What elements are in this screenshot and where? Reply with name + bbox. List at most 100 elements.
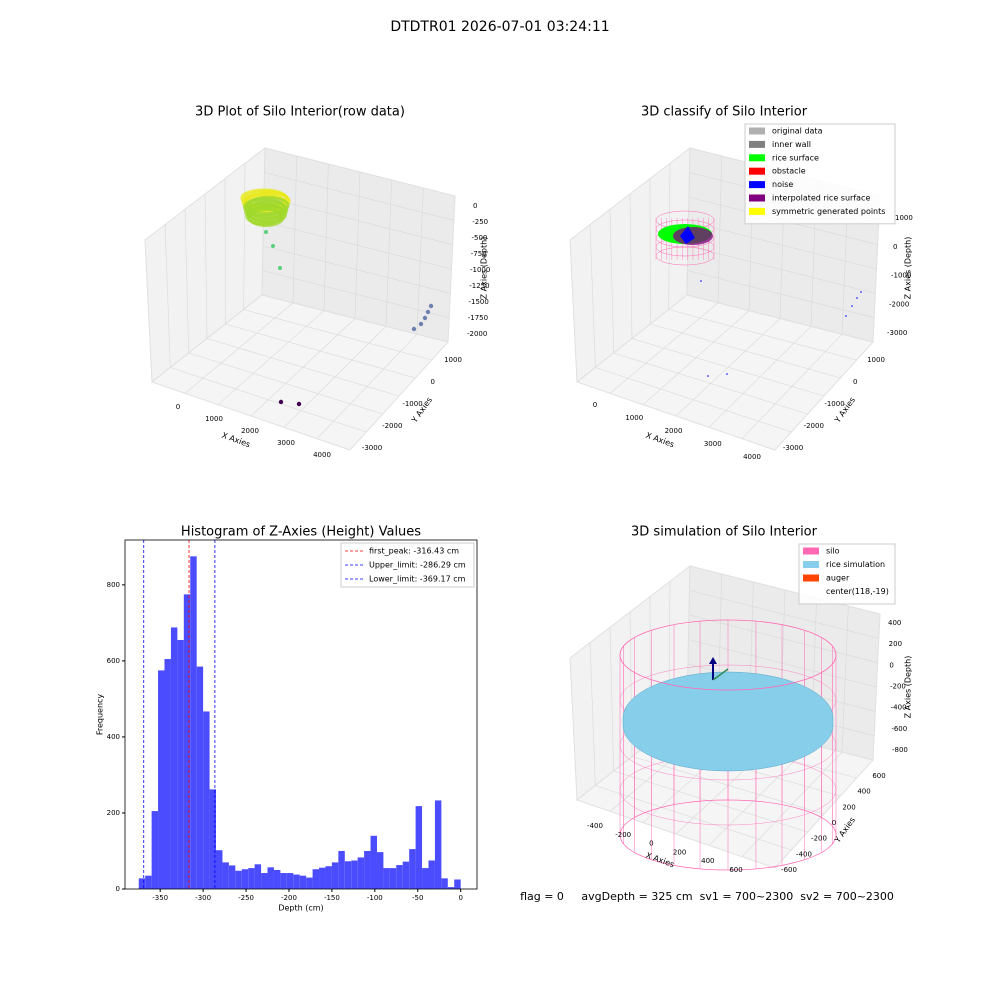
- legend-label: rice surface: [772, 153, 819, 162]
- legend-label: obstacle: [772, 167, 806, 176]
- z-axis-label: Z Axies (Depth): [904, 656, 913, 719]
- legend-box: [340, 542, 475, 588]
- bar: [138, 878, 146, 889]
- point: [418, 321, 424, 327]
- y-tick-label: 1000: [867, 356, 885, 364]
- bar: [235, 870, 242, 889]
- silo-top: [619, 619, 837, 691]
- x-tick-label: 3000: [704, 440, 722, 448]
- legend-label: Upper_limit: -286.29 cm: [369, 561, 466, 570]
- bar: [325, 866, 332, 889]
- bar: [312, 869, 320, 889]
- point: [700, 280, 702, 282]
- bar: [151, 811, 159, 889]
- y-tick-label: 200: [107, 809, 120, 817]
- legend-patch: [749, 140, 765, 148]
- bar: [183, 594, 191, 889]
- y-tick-label: 600: [872, 772, 885, 780]
- x-tick-label: 200: [673, 848, 686, 856]
- pane-grid: [609, 627, 614, 772]
- point: [278, 266, 282, 270]
- legend-patch: [749, 207, 765, 215]
- x-tick-label: 2000: [665, 427, 683, 435]
- bar: [196, 666, 204, 889]
- bar: [190, 556, 197, 889]
- bar: [299, 875, 307, 889]
- y-tick-label: 0: [431, 378, 435, 386]
- chart-title: 3D classify of Silo Interior: [641, 105, 808, 120]
- pane-grid: [687, 270, 875, 318]
- z-tick-label: -2000: [889, 300, 909, 308]
- y-tick-label: -1000: [402, 400, 422, 408]
- x-tick-label: -200: [615, 831, 631, 839]
- pane-grid: [262, 270, 450, 318]
- z-tick-label: 0: [889, 661, 893, 669]
- legend-patch: [749, 154, 765, 162]
- z-tick-label: -1000: [891, 272, 911, 280]
- point: [278, 399, 284, 405]
- legend-label: Lower_limit: -369.17 cm: [369, 575, 466, 584]
- z-tick-label: -1750: [468, 314, 488, 322]
- bar: [254, 864, 262, 889]
- y-tick-label: -200: [811, 835, 827, 843]
- z-tick-label: -400: [891, 704, 907, 712]
- legend-label: interpolated rice surface: [772, 194, 870, 203]
- bar: [267, 867, 274, 889]
- x-tick-label: -250: [238, 894, 254, 902]
- bar: [164, 658, 171, 889]
- bar: [357, 857, 365, 889]
- z-tick-label: -500: [472, 234, 488, 242]
- legend-label: noise: [772, 180, 793, 189]
- bar: [273, 869, 281, 889]
- y-tick-label: 0: [832, 819, 836, 827]
- pane-grid: [589, 224, 596, 368]
- x-tick-label: 0: [593, 401, 597, 409]
- point: [856, 297, 858, 299]
- z-tick-label: 200: [889, 640, 902, 648]
- bar: [306, 877, 313, 889]
- bar: [389, 868, 397, 889]
- legend-patch: [803, 561, 819, 568]
- bar: [434, 800, 442, 889]
- z-tick-label: 400: [888, 619, 901, 627]
- legend-label: first_peak: -316.43 cm: [369, 547, 459, 556]
- bar: [228, 865, 236, 889]
- z-tick-label: -1250: [469, 282, 489, 290]
- x-tick-label: 1000: [205, 415, 223, 423]
- x-tick-label: -100: [367, 894, 383, 902]
- z-axis-label: Z Axies (Depth): [480, 237, 489, 300]
- bar: [441, 878, 448, 889]
- suptitle: DTDTR01 2026-07-01 03:24:11: [390, 19, 609, 35]
- legend-box: [744, 123, 896, 225]
- pane-grid: [164, 224, 171, 368]
- z-tick-label: -1500: [469, 298, 489, 306]
- y-tick-label: 600: [107, 657, 120, 665]
- legend-patch: [803, 547, 819, 555]
- pane-grid: [243, 309, 432, 361]
- x-tick-label: 3000: [277, 439, 295, 447]
- bar: [261, 873, 268, 889]
- bar: [415, 806, 423, 889]
- bar: [338, 850, 345, 889]
- pane-grid: [668, 309, 857, 361]
- y-tick-label: -3000: [783, 444, 803, 452]
- bar: [170, 627, 178, 889]
- bar: [248, 868, 255, 889]
- bar: [158, 670, 165, 889]
- z-tick-label: -1000: [470, 266, 490, 274]
- y-tick-label: -1000: [824, 400, 844, 408]
- bar: [383, 868, 390, 889]
- y-tick-label: -2000: [382, 422, 402, 430]
- legend-patch: [749, 194, 765, 202]
- bar: [396, 865, 403, 889]
- y-tick-label: -600: [781, 866, 797, 874]
- bar: [145, 875, 152, 889]
- z-tick-label: 0: [893, 243, 897, 251]
- bar: [280, 873, 287, 889]
- y-tick-label: 400: [857, 788, 870, 796]
- pane-grid: [243, 163, 246, 310]
- point: [264, 230, 268, 234]
- x-tick-label: -200: [281, 894, 297, 902]
- bar: [331, 862, 339, 889]
- x-tick-label: 0: [649, 840, 653, 848]
